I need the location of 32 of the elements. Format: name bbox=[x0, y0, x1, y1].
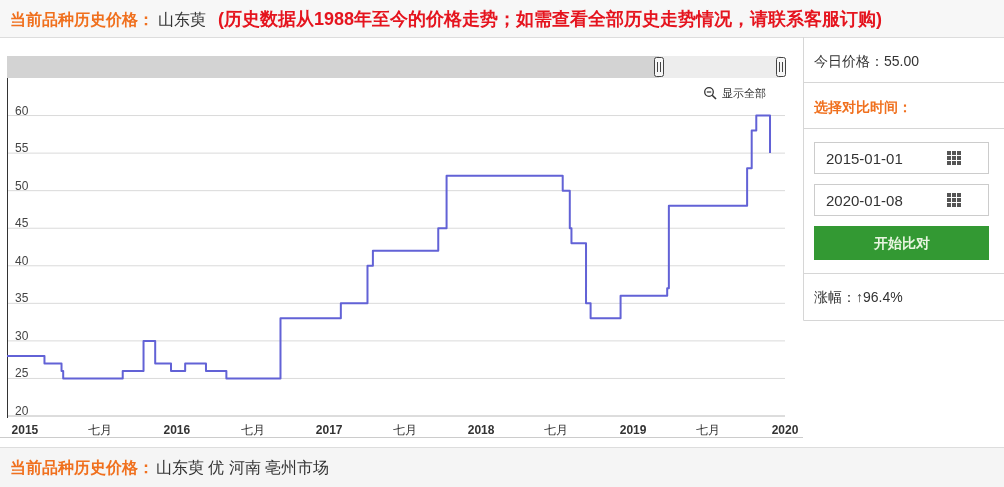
text: 山东萸 优 河南 亳州市场 bbox=[156, 458, 330, 476]
y-tick-label: 35 bbox=[15, 291, 29, 306]
x-tick-label: 七月 bbox=[392, 423, 417, 437]
y-tick-label: 30 bbox=[15, 328, 29, 343]
x-tick-label: 2018 bbox=[467, 423, 495, 437]
chart-subtitle: 山东萸 bbox=[158, 10, 206, 28]
x-tick-label: 2017 bbox=[315, 423, 343, 437]
x-tick-label: 七月 bbox=[544, 423, 569, 437]
text: 当前品种历史价格： bbox=[10, 458, 154, 476]
y-tick-label: 40 bbox=[15, 253, 29, 268]
x-tick-label: 2020 bbox=[771, 423, 799, 437]
y-tick-label: 45 bbox=[15, 216, 29, 231]
text: 开始比对 bbox=[872, 235, 930, 251]
text: 2015-01-01 bbox=[826, 149, 903, 167]
text: 今日价格：55.00 bbox=[814, 53, 920, 69]
x-tick-label: 2016 bbox=[163, 423, 191, 437]
text: (历史数据从1988年至今的价格走势；如需查看全部历史走势情况，请联系客服订购) bbox=[218, 9, 883, 29]
y-tick-label: 60 bbox=[15, 103, 29, 118]
x-tick-label: 七月 bbox=[88, 423, 113, 437]
y-tick-label: 55 bbox=[15, 141, 29, 156]
x-tick-label: 2019 bbox=[619, 423, 647, 437]
chart-title: 当前品种历史价格： bbox=[10, 10, 154, 28]
text: 2020-01-08 bbox=[826, 191, 903, 209]
y-tick-label: 25 bbox=[15, 366, 29, 381]
y-tick-label: 20 bbox=[15, 404, 29, 418]
y-tick-label: 50 bbox=[15, 178, 29, 193]
text: 涨幅：↑96.4% bbox=[814, 289, 903, 305]
x-tick-label: 七月 bbox=[240, 423, 265, 437]
x-tick-label: 2015 bbox=[11, 423, 39, 437]
text: 选择对比时间： bbox=[813, 99, 912, 115]
x-tick-label: 七月 bbox=[696, 423, 721, 437]
annotation: 显示全部 bbox=[722, 87, 766, 99]
